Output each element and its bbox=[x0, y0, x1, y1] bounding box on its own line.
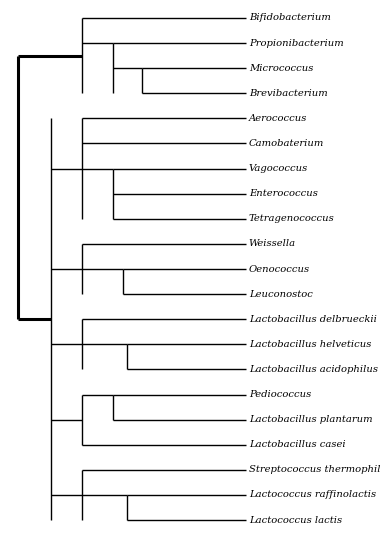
Text: Lactococcus lactis: Lactococcus lactis bbox=[249, 515, 342, 525]
Text: Tetragenococcus: Tetragenococcus bbox=[249, 214, 335, 223]
Text: Lactobacillus delbrueckii: Lactobacillus delbrueckii bbox=[249, 315, 377, 324]
Text: Enterococcus: Enterococcus bbox=[249, 189, 318, 198]
Text: Camobaterium: Camobaterium bbox=[249, 139, 324, 148]
Text: Oenococcus: Oenococcus bbox=[249, 265, 310, 273]
Text: Propionibacterium: Propionibacterium bbox=[249, 39, 344, 47]
Text: Lactobacillus acidophilus: Lactobacillus acidophilus bbox=[249, 365, 378, 374]
Text: Lactobacillus casei: Lactobacillus casei bbox=[249, 440, 346, 449]
Text: Streptococcus thermophilus: Streptococcus thermophilus bbox=[249, 465, 381, 475]
Text: Lactobacillus helveticus: Lactobacillus helveticus bbox=[249, 340, 371, 349]
Text: Vagococcus: Vagococcus bbox=[249, 164, 308, 173]
Text: Lactobacillus plantarum: Lactobacillus plantarum bbox=[249, 415, 372, 424]
Text: Brevibacterium: Brevibacterium bbox=[249, 89, 328, 98]
Text: Aerococcus: Aerococcus bbox=[249, 114, 307, 123]
Text: Leuconostoc: Leuconostoc bbox=[249, 289, 313, 299]
Text: Lactococcus raffinolactis: Lactococcus raffinolactis bbox=[249, 491, 376, 499]
Text: Weissella: Weissella bbox=[249, 239, 296, 249]
Text: Pediococcus: Pediococcus bbox=[249, 390, 311, 399]
Text: Micrococcus: Micrococcus bbox=[249, 63, 313, 73]
Text: Bifidobacterium: Bifidobacterium bbox=[249, 13, 331, 23]
